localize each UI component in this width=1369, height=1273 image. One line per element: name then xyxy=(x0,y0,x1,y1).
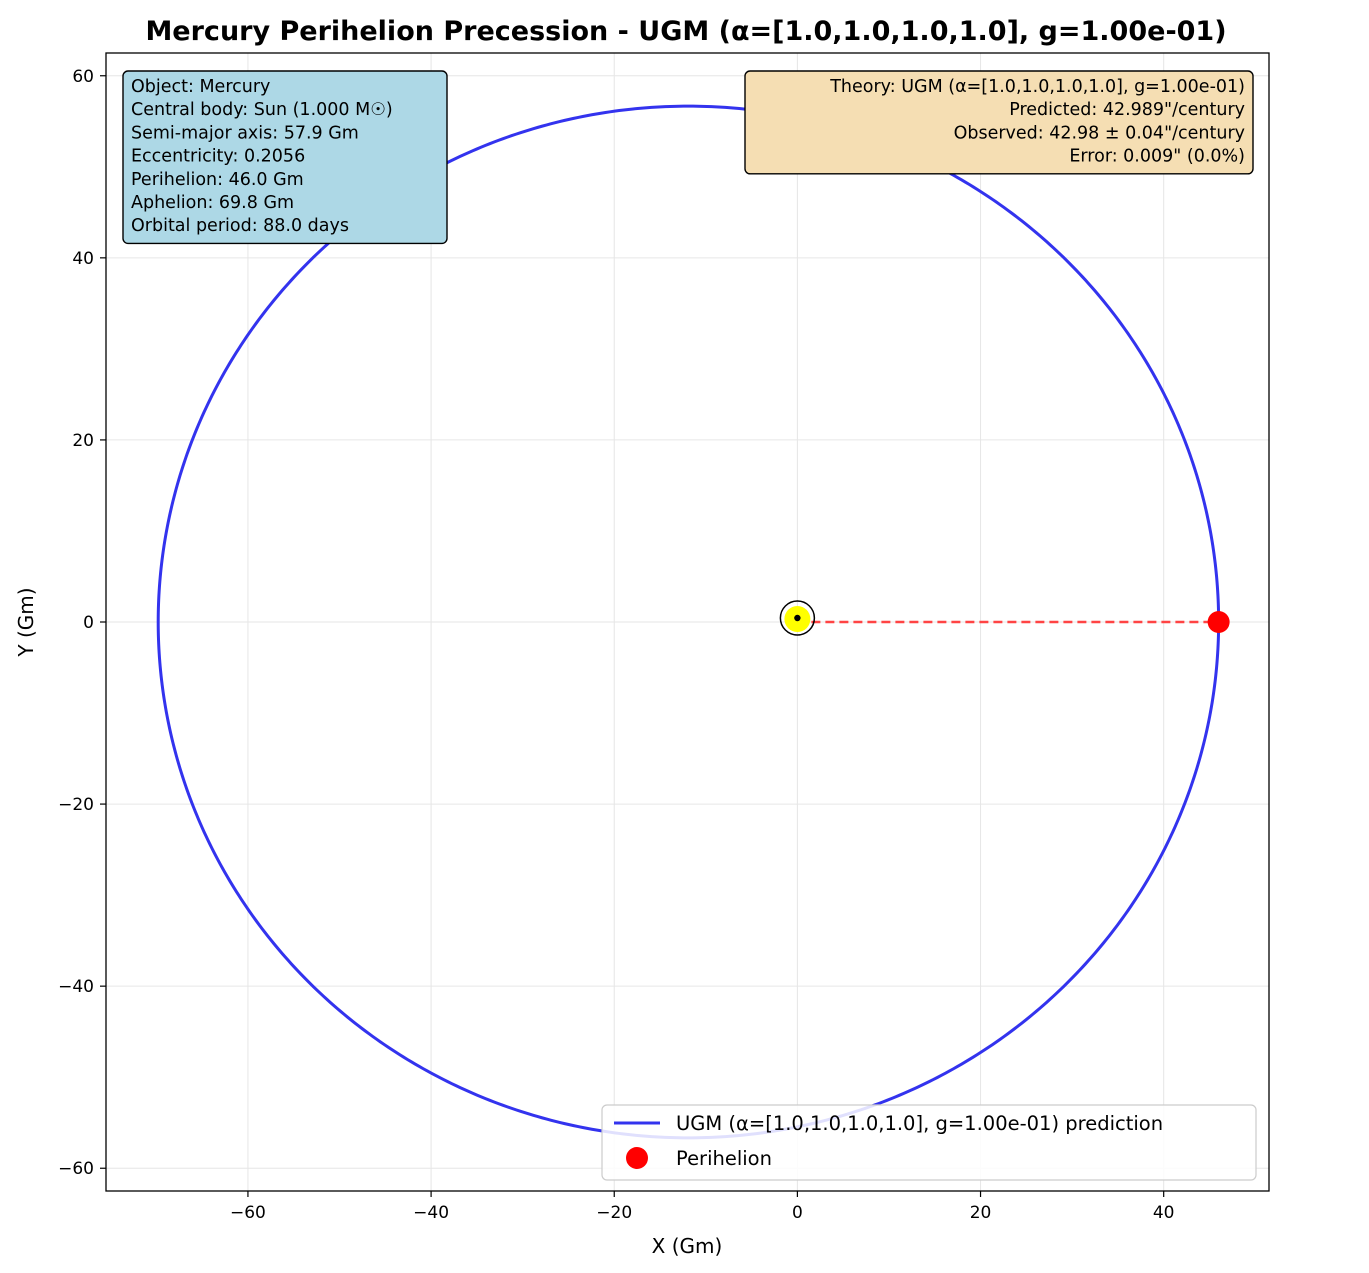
x-ticks: −60 −40 −20 0 20 40 xyxy=(230,1191,1175,1223)
x-tick-label: 0 xyxy=(792,1203,803,1223)
info-box-line: Semi-major axis: 57.9 Gm xyxy=(131,123,359,143)
legend-background xyxy=(601,1104,1257,1181)
y-tick-label: 0 xyxy=(83,613,94,633)
theory-box-line: Theory: UGM (α=[1.0,1.0,1.0,1.0], g=1.00… xyxy=(829,77,1245,97)
info-box-line: Orbital period: 88.0 days xyxy=(131,216,349,236)
theory-box: Theory: UGM (α=[1.0,1.0,1.0,1.0], g=1.00… xyxy=(744,70,1254,175)
y-axis-label: Y (Gm) xyxy=(14,587,38,657)
y-tick-label: −60 xyxy=(58,1159,94,1179)
sun-center-dot xyxy=(794,614,801,622)
x-tick-label: 40 xyxy=(1153,1203,1175,1223)
perihelion-point xyxy=(1207,611,1230,633)
x-tick-label: −40 xyxy=(413,1203,449,1223)
info-box: Object: Mercury Central body: Sun (1.000 … xyxy=(122,70,448,245)
info-box-line: Aphelion: 69.8 Gm xyxy=(131,193,294,213)
plot-area xyxy=(156,104,1230,1140)
info-box-line: Eccentricity: 0.2056 xyxy=(131,147,305,167)
info-box-background xyxy=(122,70,448,245)
chart-title: Mercury Perihelion Precession - UGM (α=[… xyxy=(145,16,1226,47)
y-ticks: −60 −40 −20 0 20 40 60 xyxy=(58,67,106,1179)
legend-label-prediction: UGM (α=[1.0,1.0,1.0,1.0], g=1.00e-01) pr… xyxy=(676,1112,1163,1135)
theory-box-line: Error: 0.009" (0.0%) xyxy=(1069,147,1245,167)
info-box-line: Perihelion: 46.0 Gm xyxy=(131,170,304,190)
x-axis-label: X (Gm) xyxy=(652,1234,723,1258)
x-tick-label: 20 xyxy=(970,1203,992,1223)
theory-box-line: Observed: 42.98 ± 0.04"/century xyxy=(954,123,1245,143)
x-tick-label: −20 xyxy=(596,1203,632,1223)
x-tick-label: −60 xyxy=(230,1203,266,1223)
theory-box-background xyxy=(744,70,1254,175)
orbit-path xyxy=(156,104,1221,1140)
info-box-line: Object: Mercury xyxy=(131,77,270,97)
legend-swatch-perihelion xyxy=(626,1147,648,1169)
y-tick-label: −20 xyxy=(58,795,94,815)
theory-box-line: Predicted: 42.989"/century xyxy=(1009,100,1245,120)
y-tick-label: 60 xyxy=(72,67,94,87)
y-tick-label: 20 xyxy=(72,431,94,451)
info-box-line: Central body: Sun (1.000 M☉) xyxy=(131,100,393,120)
axes-frame xyxy=(105,52,1270,1192)
grid xyxy=(106,53,1269,1191)
legend: UGM (α=[1.0,1.0,1.0,1.0], g=1.00e-01) pr… xyxy=(601,1104,1257,1181)
legend-label-perihelion: Perihelion xyxy=(676,1147,772,1170)
sun-outline-marker xyxy=(779,600,816,636)
y-tick-label: −40 xyxy=(58,977,94,997)
y-tick-label: 40 xyxy=(72,249,94,269)
